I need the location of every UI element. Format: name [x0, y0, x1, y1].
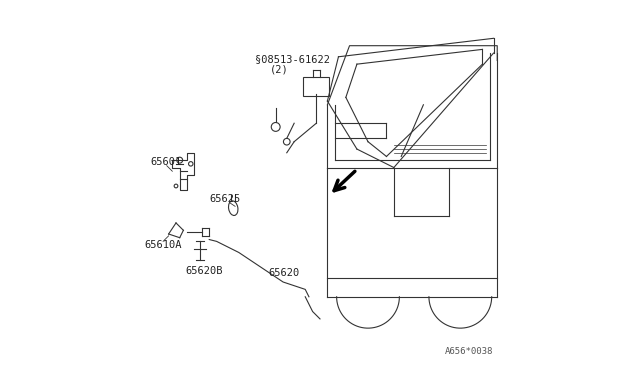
Text: 65620B: 65620B	[185, 266, 223, 276]
Text: A656*0038: A656*0038	[445, 347, 493, 356]
Text: 65601: 65601	[150, 157, 181, 167]
Text: 65610A: 65610A	[145, 240, 182, 250]
FancyBboxPatch shape	[303, 77, 329, 96]
Text: (2): (2)	[270, 65, 289, 75]
Text: §08513-61622: §08513-61622	[255, 54, 330, 64]
Text: 65620: 65620	[268, 268, 300, 278]
Text: 65625: 65625	[209, 194, 241, 204]
